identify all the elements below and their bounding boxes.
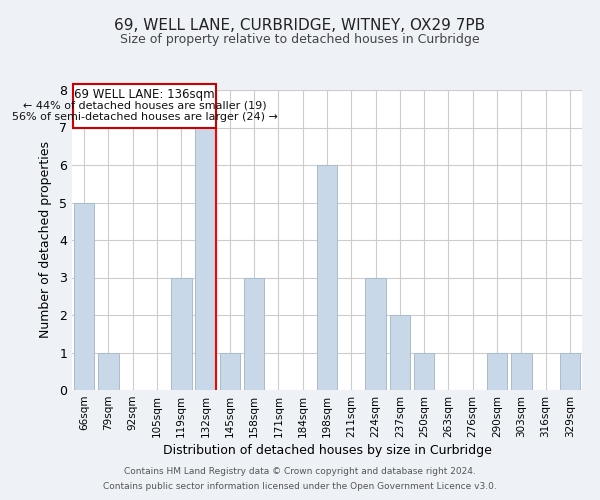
Text: Contains HM Land Registry data © Crown copyright and database right 2024.: Contains HM Land Registry data © Crown c… xyxy=(124,467,476,476)
Bar xyxy=(414,352,434,390)
Bar xyxy=(317,165,337,390)
Bar xyxy=(244,278,265,390)
Y-axis label: Number of detached properties: Number of detached properties xyxy=(39,142,52,338)
Bar xyxy=(98,352,119,390)
Bar xyxy=(511,352,532,390)
Text: 69 WELL LANE: 136sqm: 69 WELL LANE: 136sqm xyxy=(74,88,215,101)
Bar xyxy=(195,128,216,390)
Text: ← 44% of detached houses are smaller (19): ← 44% of detached houses are smaller (19… xyxy=(23,100,266,110)
Bar xyxy=(74,202,94,390)
Bar xyxy=(487,352,508,390)
Text: 69, WELL LANE, CURBRIDGE, WITNEY, OX29 7PB: 69, WELL LANE, CURBRIDGE, WITNEY, OX29 7… xyxy=(115,18,485,32)
Text: Size of property relative to detached houses in Curbridge: Size of property relative to detached ho… xyxy=(120,32,480,46)
X-axis label: Distribution of detached houses by size in Curbridge: Distribution of detached houses by size … xyxy=(163,444,491,457)
Text: 56% of semi-detached houses are larger (24) →: 56% of semi-detached houses are larger (… xyxy=(11,112,277,122)
Bar xyxy=(365,278,386,390)
FancyBboxPatch shape xyxy=(73,84,216,128)
Text: Contains public sector information licensed under the Open Government Licence v3: Contains public sector information licen… xyxy=(103,482,497,491)
Bar xyxy=(389,315,410,390)
Bar xyxy=(171,278,191,390)
Bar xyxy=(220,352,240,390)
Bar xyxy=(560,352,580,390)
